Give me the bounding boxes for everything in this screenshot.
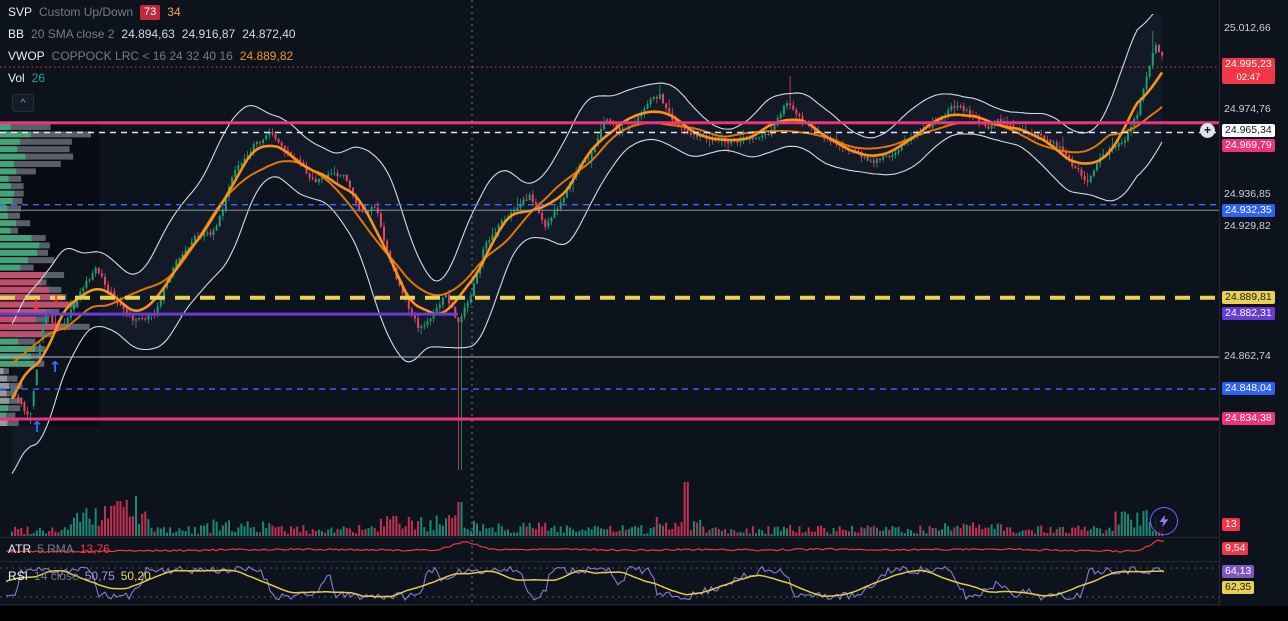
rsi-indicator-legend[interactable]: RSI 14 close 50,75 50,20 [8, 569, 151, 583]
price-chart-svg[interactable]: ↓ ↓ ↑ ↑ [0, 0, 1220, 606]
rsi-indicator-name: RSI [8, 569, 29, 583]
price-axis-badge: 24.932,35 [1222, 204, 1275, 217]
price-axis-badge: 24.848,04 [1222, 382, 1275, 395]
price-axis-badge: 24.889,81 [1222, 291, 1275, 304]
price-axis-badge: 13 [1222, 518, 1240, 531]
price-axis-label: 25.012,66 [1224, 22, 1271, 34]
atr-indicator-legend[interactable]: ATR 5 RMA 13,76 [8, 542, 110, 556]
price-axis[interactable]: 25.012,66 24.995,23 02:47 24.974,76 24.965,3… [1219, 0, 1288, 621]
vol-value: 26 [31, 71, 46, 85]
legend-svp[interactable]: SVP Custom Up/Down 73 34 [8, 1, 296, 23]
legend-volume[interactable]: Vol 26 [8, 67, 296, 89]
quick-trade-button[interactable] [1150, 507, 1178, 535]
price-axis-label: 24.936,85 [1224, 188, 1271, 200]
price-axis-label: 24.862,74 [1224, 350, 1271, 362]
bb-value-2: 24.916,87 [181, 27, 236, 41]
chevron-up-icon: ^ [20, 97, 26, 109]
chart-canvas[interactable]: ↓ ↓ ↑ ↑ SVP Custom Up/Down 73 34 BB 20 SMA … [0, 0, 1220, 621]
bb-value-3: 24.872,40 [242, 27, 296, 41]
time-axis-strip [0, 606, 1288, 621]
bb-value-1: 24.894,63 [121, 27, 175, 41]
price-axis-badge: 24.834,38 [1222, 412, 1275, 425]
add-order-plus-button[interactable]: + [1200, 123, 1215, 138]
price-axis-badge: 62,35 [1222, 581, 1255, 594]
bb-indicator-name: BB [8, 27, 25, 41]
legend-vwop[interactable]: VWOP COPPOCK LRC < 16 24 32 40 16 24.889… [8, 45, 296, 67]
rsi-indicator-params: 14 close [34, 569, 79, 583]
atr-value: 13,76 [79, 542, 110, 556]
legend-collapse-button[interactable]: ^ [12, 94, 34, 112]
svg-text:↓: ↓ [30, 296, 43, 314]
lightning-icon [1159, 514, 1169, 528]
svg-text:↓: ↓ [50, 292, 63, 310]
rsi-ma-value: 50,20 [120, 569, 151, 583]
price-axis-label: 24.929,82 [1224, 220, 1271, 232]
bb-indicator-params: 20 SMA close 2 [31, 27, 115, 41]
price-axis-badge: 9,54 [1222, 542, 1249, 555]
price-axis-badge: 64,13 [1222, 565, 1255, 578]
rsi-value: 50,75 [84, 569, 115, 583]
price-axis-badge: 24.965,34 [1222, 124, 1275, 137]
svg-text:↑: ↑ [31, 418, 44, 436]
atr-indicator-name: ATR [8, 542, 32, 556]
vwop-indicator-params: COPPOCK LRC < 16 24 32 40 16 [51, 49, 233, 63]
svp-value-1: 73 [140, 4, 161, 20]
vwop-value: 24.889,82 [239, 49, 294, 63]
price-axis-badge: 24.969,79 [1222, 139, 1275, 152]
atr-indicator-params: 5 RMA [37, 542, 74, 556]
svp-indicator-params: Custom Up/Down [39, 5, 134, 19]
svg-text:↑: ↑ [49, 358, 62, 376]
indicator-legend: SVP Custom Up/Down 73 34 BB 20 SMA close… [8, 1, 296, 112]
svp-indicator-name: SVP [8, 5, 33, 19]
price-axis-badge: 24.882,31 [1222, 307, 1275, 320]
price-axis-label: 24.974,76 [1224, 103, 1271, 115]
legend-bb[interactable]: BB 20 SMA close 2 24.894,63 24.916,87 24… [8, 23, 296, 45]
vol-indicator-name: Vol [8, 71, 25, 85]
price-axis-badge: 24.995,23 02:47 [1222, 58, 1275, 84]
vwop-indicator-name: VWOP [8, 49, 45, 63]
svp-value-2: 34 [167, 5, 181, 19]
